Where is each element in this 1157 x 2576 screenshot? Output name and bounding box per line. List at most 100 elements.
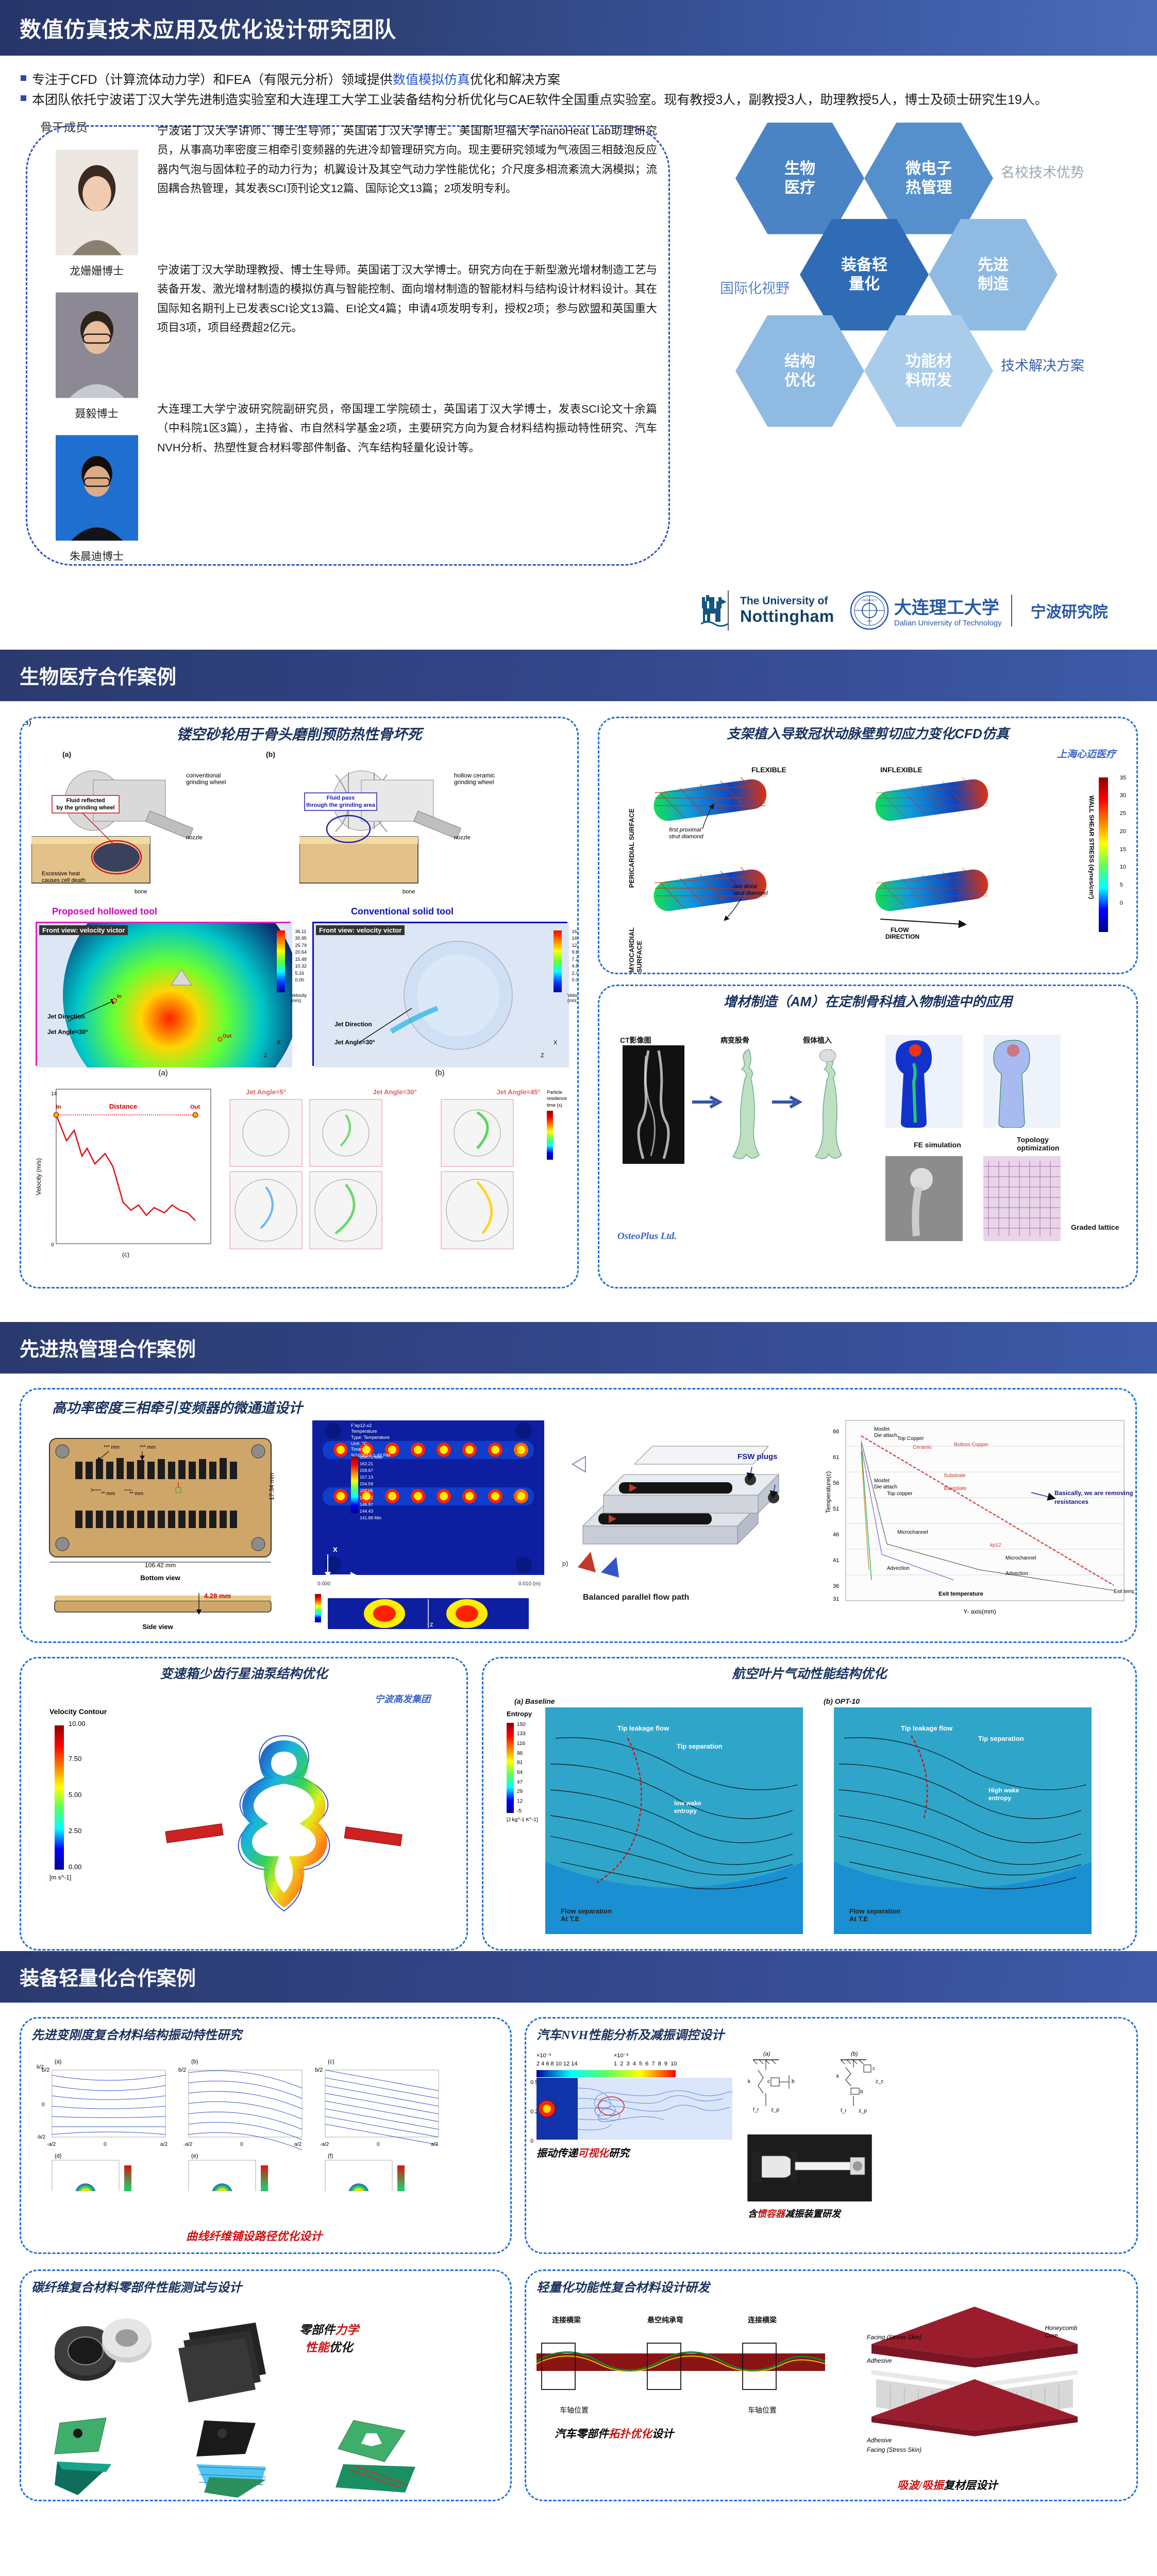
svg-text:Baseplate: Baseplate (944, 1486, 967, 1492)
svg-text:Microchannel: Microchannel (1005, 1555, 1036, 1561)
svg-text:Jet Angle=45°: Jet Angle=45° (496, 1088, 540, 1096)
svg-text:Jet Angle=30°: Jet Angle=30° (47, 1028, 88, 1036)
svg-text:At T.E: At T.E (561, 1915, 579, 1923)
svg-text:46: 46 (833, 1532, 839, 1538)
svg-text:b: b (792, 2079, 795, 2084)
svg-text:(a): (a) (763, 2051, 770, 2057)
svg-text:-a/2: -a/2 (320, 2142, 329, 2147)
svg-text:c: c (767, 2079, 770, 2084)
svg-text:UNIVERSITY: UNIVERSITY (862, 599, 878, 602)
svg-text:z_p: z_p (771, 2107, 780, 2113)
svg-text:Tip leakage flow: Tip leakage flow (901, 1724, 953, 1732)
svg-text:Jet Angle=5°: Jet Angle=5° (246, 1088, 286, 1096)
svg-text:f_r: f_r (753, 2107, 759, 2113)
svg-text:f_r: f_r (841, 2108, 847, 2114)
svg-text:Distance: Distance (109, 1103, 137, 1110)
svg-text:b/2: b/2 (178, 2067, 186, 2073)
svg-text:k: k (748, 2079, 751, 2084)
svg-text:Adhesive: Adhesive (866, 2357, 892, 2364)
svg-text:z_c: z_c (876, 2079, 884, 2084)
svg-text:Velocity (m/s): Velocity (m/s) (36, 1158, 42, 1195)
svg-text:Jet Direction: Jet Direction (47, 1013, 85, 1020)
svg-text:In: In (56, 1104, 61, 1110)
svg-text:Basically, we are removing: Basically, we are removing (1054, 1489, 1133, 1497)
svg-text:Out: Out (190, 1104, 200, 1110)
svg-text:Tip leakage flow: Tip leakage flow (617, 1724, 669, 1732)
svg-text:strut diamond: strut diamond (669, 834, 704, 840)
svg-text:Flow separation: Flow separation (561, 1907, 612, 1915)
svg-text:Facing (Stress Skin): Facing (Stress Skin) (867, 2446, 921, 2453)
svg-text:first proximal: first proximal (669, 827, 701, 833)
svg-text:** mm: ** mm (129, 1491, 143, 1497)
svg-text:Side view: Side view (142, 1623, 173, 1631)
svg-text:Fluid pass: Fluid pass (327, 795, 355, 801)
svg-text:Tip separation: Tip separation (978, 1735, 1024, 1742)
svg-text:Advection: Advection (1005, 1571, 1028, 1577)
svg-text:z: z (430, 1620, 433, 1628)
svg-text:strut diamond: strut diamond (733, 890, 768, 896)
svg-text:Substrate: Substrate (944, 1473, 966, 1479)
svg-text:a/2: a/2 (294, 2142, 301, 2147)
svg-text:61: 61 (833, 1454, 839, 1461)
svg-text:Top copper: Top copper (887, 1491, 913, 1497)
svg-text:Jet Angle=30°: Jet Angle=30° (373, 1088, 416, 1096)
svg-text:hollow ceramic: hollow ceramic (454, 772, 495, 779)
svg-text:Exit temp: Exit temp (1114, 1589, 1134, 1595)
svg-text:low wake: low wake (674, 1800, 701, 1807)
svg-text:c: c (873, 2066, 875, 2072)
svg-text:*** mm: *** mm (104, 1445, 120, 1450)
svg-text:0: 0 (240, 2142, 243, 2147)
svg-text:b/2: b/2 (37, 2064, 44, 2070)
svg-text:last distal: last distal (733, 884, 757, 890)
svg-text:Excessive heat: Excessive heat (42, 871, 80, 877)
svg-text:FLOW: FLOW (891, 926, 909, 934)
svg-text:X: X (554, 1040, 558, 1046)
svg-text:0: 0 (51, 1242, 54, 1248)
svg-text:grinding wheel: grinding wheel (186, 778, 226, 786)
svg-text:z_p: z_p (859, 2108, 867, 2114)
svg-text:Top Copper: Top Copper (897, 1436, 924, 1442)
svg-text:14: 14 (51, 1091, 57, 1097)
svg-text:17.34 mm: 17.34 mm (268, 1472, 275, 1500)
svg-text:Mosfet: Mosfet (874, 1478, 890, 1484)
svg-text:Jet Angle=30°: Jet Angle=30° (334, 1039, 375, 1046)
svg-text:High wake: High wake (988, 1787, 1019, 1794)
svg-text:(b): (b) (191, 2059, 198, 2065)
svg-text:(b): (b) (851, 2051, 858, 2057)
svg-text:DIRECTION: DIRECTION (885, 933, 919, 940)
svg-text:Microchannel: Microchannel (897, 1530, 928, 1535)
svg-text:k: k (836, 2074, 840, 2079)
svg-text:by the grinding wheel: by the grinding wheel (56, 805, 114, 811)
svg-text:41: 41 (833, 1557, 839, 1564)
svg-text:(c): (c) (328, 2059, 334, 2065)
svg-text:x: x (333, 1545, 338, 1554)
svg-text:X: X (277, 1040, 281, 1046)
svg-text:kp12: kp12 (990, 1543, 1001, 1548)
svg-text:66: 66 (833, 1429, 839, 1435)
svg-text:0.010 (m): 0.010 (m) (518, 1581, 541, 1587)
svg-text:In: In (117, 994, 122, 999)
svg-text:Out: Out (223, 1033, 232, 1039)
svg-text:Temperature(c): Temperature(c) (825, 1471, 832, 1513)
svg-text:a/2: a/2 (431, 2142, 438, 2147)
svg-text:Honeycomb: Honeycomb (1045, 2324, 1077, 2331)
svg-text:0: 0 (377, 2142, 380, 2147)
svg-text:51: 51 (833, 1506, 839, 1512)
svg-text:56: 56 (833, 1480, 839, 1486)
svg-text:Fluid reflected: Fluid reflected (66, 798, 105, 804)
svg-text:-b/2: -b/2 (37, 2134, 46, 2140)
svg-text:*** mm: *** mm (140, 1445, 156, 1450)
svg-text:(a): (a) (55, 2059, 61, 2065)
svg-text:Ceramic: Ceramic (913, 1445, 932, 1450)
svg-text:y: y (356, 1573, 361, 1582)
svg-text:(f): (f) (328, 2153, 333, 2159)
svg-text:-a/2: -a/2 (47, 2142, 56, 2147)
svg-text:(c): (c) (122, 1251, 129, 1258)
svg-text:entropy: entropy (674, 1807, 697, 1815)
svg-text:(d): (d) (55, 2153, 61, 2159)
svg-text:106.42 mm: 106.42 mm (145, 1562, 176, 1569)
svg-text:4.28 mm: 4.28 mm (204, 1592, 231, 1600)
svg-text:(e): (e) (191, 2153, 198, 2159)
svg-text:Mosfet: Mosfet (874, 1427, 890, 1432)
svg-text:Tip separation: Tip separation (677, 1742, 723, 1750)
